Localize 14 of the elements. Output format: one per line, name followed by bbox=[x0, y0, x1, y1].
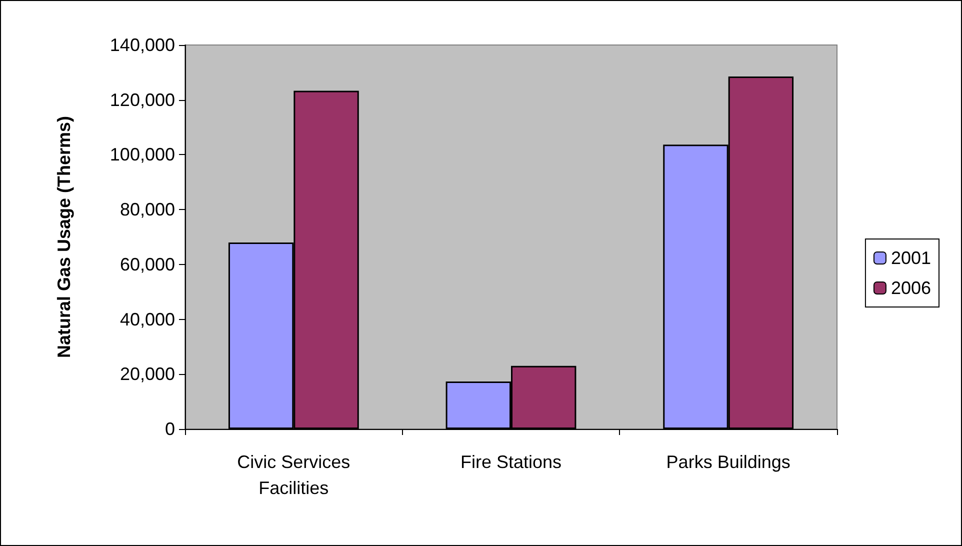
y-tick-label: 60,000 bbox=[120, 254, 175, 274]
legend-label: 2001 bbox=[890, 248, 932, 268]
y-tick-label: 100,000 bbox=[110, 144, 175, 165]
x-tick-label: Civic Services Facilities bbox=[237, 452, 350, 498]
y-tick-label: 120,000 bbox=[110, 90, 175, 110]
y-tick-label: 80,000 bbox=[120, 200, 175, 220]
y-tick-label: 0 bbox=[164, 419, 175, 439]
x-tick-label: Fire Stations bbox=[460, 452, 562, 472]
x-tick-label: Parks Buildings bbox=[666, 452, 790, 472]
y-tick-label: 140,000 bbox=[110, 35, 175, 55]
legend-label: 2006 bbox=[890, 278, 932, 298]
y-tick-label: 20,000 bbox=[120, 364, 175, 384]
y-axis-title: Natural Gas Usage (Therms) bbox=[54, 116, 74, 358]
y-tick-label: 40,000 bbox=[120, 309, 175, 330]
